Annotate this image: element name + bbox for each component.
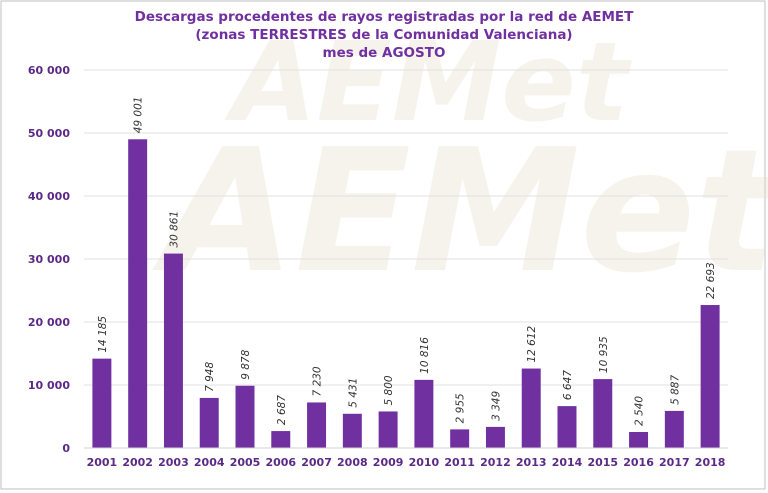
x-tick-label-2012: 2012	[480, 456, 511, 469]
data-labels: 14 185 49 001 30 861 7 948 9 878 2 687 7 230 5 …	[97, 97, 717, 426]
data-label-2009: 5 800	[383, 375, 395, 405]
y-tick-label: 40 000	[28, 190, 70, 203]
data-label-2014: 6 647	[562, 370, 574, 400]
data-label-2005: 9 878	[240, 349, 252, 379]
x-axis-ticks: 2001 2002 2003 2004 2005 2006 2007 2008 2009 2010…	[87, 456, 726, 469]
y-tick-label: 30 000	[28, 253, 70, 266]
bar-2011	[450, 429, 470, 448]
data-label-2007: 7 230	[312, 366, 324, 396]
y-axis-ticks: 0 10 000 20 000 30 000 40 000 50 000 60 000	[28, 64, 70, 455]
x-tick-label-2013: 2013	[516, 456, 547, 469]
y-tick-label: 0	[62, 442, 70, 455]
data-label-2011: 2 955	[455, 393, 467, 423]
data-label-2006: 2 687	[276, 395, 288, 425]
x-tick-label-2017: 2017	[659, 456, 690, 469]
bar-2003	[163, 253, 183, 448]
bar-2009	[378, 411, 398, 448]
x-tick-label-2008: 2008	[337, 456, 368, 469]
bar-2008	[342, 413, 362, 448]
bar-2004	[199, 397, 219, 448]
x-tick-label-2014: 2014	[552, 456, 583, 469]
x-tick-label-2002: 2002	[122, 456, 153, 469]
watermark-text: AEMet	[151, 113, 768, 311]
bar-2005	[235, 385, 255, 448]
bar-2010	[414, 379, 434, 448]
x-tick-label-2016: 2016	[623, 456, 654, 469]
data-label-2001: 14 185	[97, 316, 109, 353]
bar-2017	[664, 410, 684, 448]
x-tick-label-2011: 2011	[444, 456, 475, 469]
data-label-2013: 12 612	[526, 325, 538, 362]
bar-2001	[92, 358, 112, 448]
y-tick-label: 60 000	[28, 64, 70, 77]
bar-2002	[128, 139, 148, 448]
y-gridlines	[84, 69, 728, 386]
chart-title-line-1: Descargas procedentes de rayos registrad…	[134, 9, 634, 25]
watermark-text: AEMet	[224, 18, 632, 146]
y-tick-label: 50 000	[28, 127, 70, 140]
x-tick-label-2006: 2006	[265, 456, 296, 469]
x-tick-label-2015: 2015	[587, 456, 618, 469]
data-label-2015: 10 935	[598, 336, 610, 373]
data-label-2017: 5 887	[669, 375, 681, 405]
bar-2015	[593, 379, 613, 448]
data-label-2008: 5 431	[347, 378, 359, 408]
bar-series	[92, 139, 720, 448]
bar-2012	[485, 426, 505, 448]
chart-title-line-3: mes de AGOSTO	[322, 45, 446, 61]
bar-2018	[700, 305, 720, 448]
data-label-2002: 49 001	[133, 97, 145, 134]
x-tick-label-2018: 2018	[695, 456, 726, 469]
x-tick-label-2005: 2005	[230, 456, 261, 469]
x-tick-label-2007: 2007	[301, 456, 332, 469]
x-tick-label-2010: 2010	[409, 456, 440, 469]
bar-2006	[271, 431, 291, 448]
bar-2016	[629, 431, 649, 448]
y-tick-label: 20 000	[28, 316, 70, 329]
data-label-2010: 10 816	[419, 337, 431, 374]
bar-2007	[307, 402, 327, 448]
x-tick-label-2004: 2004	[194, 456, 225, 469]
data-label-2016: 2 540	[634, 396, 646, 426]
data-label-2018: 22 693	[705, 262, 717, 299]
data-label-2004: 7 948	[204, 362, 216, 392]
y-tick-label: 10 000	[28, 379, 70, 392]
chart-title-line-2: (zonas TERRESTRES de la Comunidad Valenc…	[195, 27, 573, 43]
bar-2014	[557, 406, 577, 448]
x-tick-label-2003: 2003	[158, 456, 189, 469]
bar-2013	[521, 368, 541, 448]
x-tick-label-2009: 2009	[373, 456, 404, 469]
data-label-2003: 30 861	[168, 211, 180, 248]
data-label-2012: 3 349	[490, 391, 502, 421]
x-tick-label-2001: 2001	[87, 456, 118, 469]
